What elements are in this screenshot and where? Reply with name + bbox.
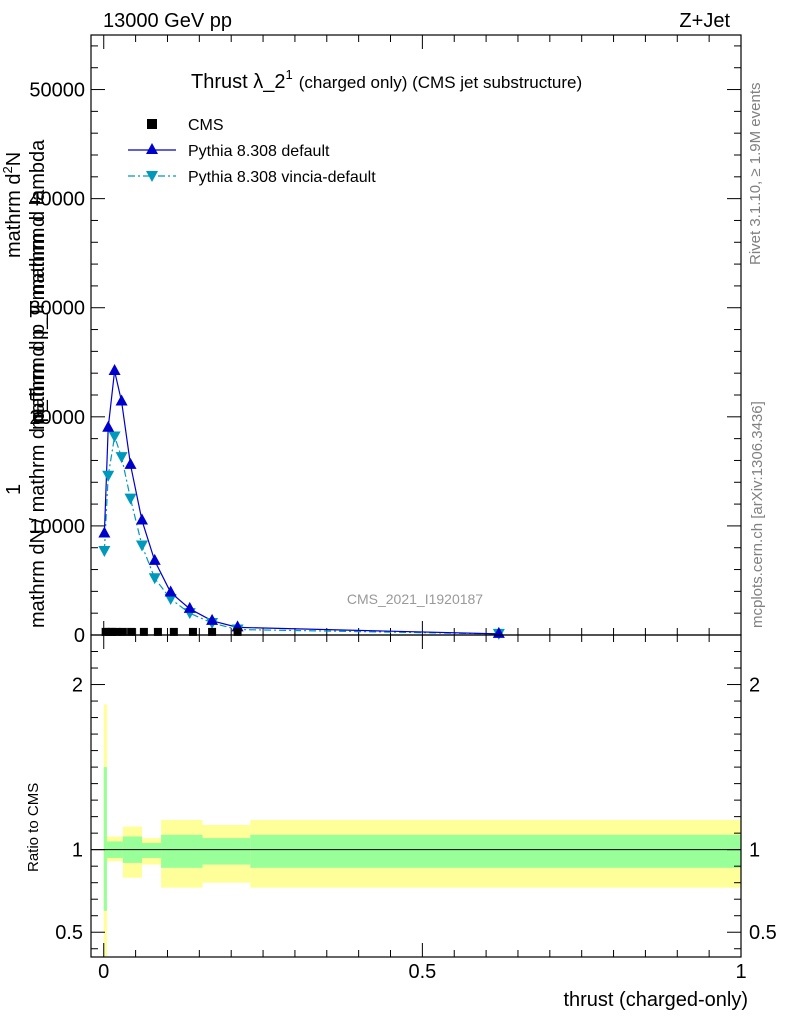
legend-item-vincia: Pythia 8.308 vincia-default <box>128 169 376 186</box>
ratio-ytick-label-right-2: 2 <box>749 675 760 697</box>
y-label-line2: mathrm d p_T mathrm d lambda <box>27 139 49 425</box>
point-default-11 <box>492 626 505 638</box>
point-vincia-2 <box>108 431 121 443</box>
point-cms-6 <box>139 627 148 636</box>
point-cms-9 <box>188 627 197 636</box>
point-default-0 <box>98 526 111 538</box>
header-process: Z+Jet <box>679 10 730 32</box>
analysis-watermark: CMS_2021_I1920187 <box>347 591 483 607</box>
legend-vincia-marker <box>146 171 158 182</box>
legend-default-label: Pythia 8.308 default <box>188 143 330 160</box>
point-default-7 <box>164 585 177 597</box>
y-label-line3: mathrm d p_T mathrm d <box>27 216 49 430</box>
x-axis-label: thrust (charged-only) <box>563 989 748 1011</box>
ratio-band-inner-3 <box>141 843 162 858</box>
point-default-6 <box>148 553 161 565</box>
point-vincia-3 <box>115 452 128 464</box>
main-ytick-label-0: 0 <box>74 625 85 647</box>
main-ytick-label-5: 50000 <box>29 80 85 102</box>
point-vincia-1 <box>102 470 115 482</box>
point-vincia-5 <box>135 540 148 552</box>
main-ytick-label-4: 40000 <box>29 189 85 211</box>
point-cms-11 <box>233 627 242 636</box>
ratio-y-axis-label: Ratio to CMS <box>25 783 42 872</box>
ratio-ytick-label-left-2: 2 <box>72 675 83 697</box>
ratio-frame <box>90 634 742 958</box>
xtick-label-0: 0 <box>98 961 109 983</box>
ratio-panel: 0.5 0.51 12 20 0.5 1 <box>55 634 777 983</box>
point-vincia-0 <box>98 546 111 557</box>
main-ytick-label-3: 30000 <box>29 298 85 320</box>
point-cms-7 <box>153 627 162 636</box>
point-default-3 <box>115 394 128 406</box>
point-cms-4 <box>118 627 127 636</box>
main-y-axis-label: mathrm d2N mathrm d p_T mathrm d lambda … <box>0 139 49 628</box>
xtick-label-2: 1 <box>735 961 746 983</box>
plot-title: Thrust λ_21 (charged only) (CMS jet subst… <box>191 67 582 93</box>
legend-item-cms: CMS <box>147 117 224 134</box>
ratio-band-inner-6 <box>250 834 741 868</box>
point-default-4 <box>124 457 137 469</box>
ratio-ytick-label-left-1: 1 <box>72 840 83 862</box>
legend-cms-marker <box>147 119 157 129</box>
point-default-2 <box>108 364 121 375</box>
point-vincia-7 <box>164 594 177 605</box>
point-cms-10 <box>208 627 217 636</box>
point-default-5 <box>135 513 148 525</box>
legend-vincia-label: Pythia 8.308 vincia-default <box>188 169 376 186</box>
mcplots-label: mcplots.cern.ch [arXiv:1306.3436] <box>749 401 766 628</box>
ratio-ytick-label-left-0: 0.5 <box>55 922 83 944</box>
legend-cms-label: CMS <box>188 117 224 134</box>
point-default-9 <box>206 613 219 625</box>
point-cms-5 <box>127 627 136 636</box>
main-ytick-label-2: 20000 <box>29 407 85 429</box>
legend-default-marker <box>146 143 158 154</box>
ratio-band-inner-0 <box>103 767 107 911</box>
ratio-ytick-label-right-0: 0.5 <box>749 922 777 944</box>
y-label-fraction-bottom: mathrm dN / mathrm d p_T <box>27 388 49 628</box>
point-default-8 <box>183 601 196 613</box>
point-cms-8 <box>169 627 178 636</box>
ratio-band-inner-5 <box>202 838 251 865</box>
legend-item-default: Pythia 8.308 default <box>128 143 330 160</box>
ratio-ytick-label-right-1: 1 <box>749 840 760 862</box>
legend: CMS Pythia 8.308 default Pythia 8.308 vi… <box>128 117 376 186</box>
point-vincia-4 <box>124 493 137 505</box>
point-cms-2 <box>108 627 117 636</box>
y-label-line1: mathrm d2N <box>0 152 25 258</box>
ratio-band-inner-4 <box>161 834 203 868</box>
header-energy: 13000 GeV pp <box>103 10 232 32</box>
y-label-fraction-top: 1 <box>3 484 25 495</box>
point-cms-3 <box>112 627 121 636</box>
main-panel: 0 10000 20000 30000 40000 50000 <box>29 34 742 647</box>
point-vincia-6 <box>148 573 161 585</box>
xtick-label-1: 0.5 <box>408 961 436 983</box>
point-default-1 <box>102 420 115 432</box>
main-ytick-label-1: 10000 <box>29 516 85 538</box>
rivet-label: Rivet 3.1.10, ≥ 1.9M events <box>747 83 764 266</box>
